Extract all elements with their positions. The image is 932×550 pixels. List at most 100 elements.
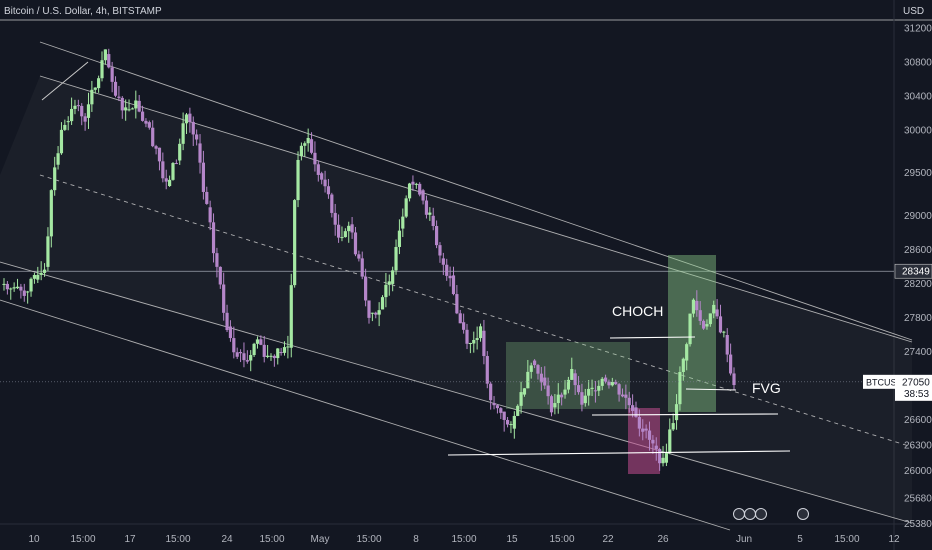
candle-body [353, 232, 358, 255]
candle-body [184, 114, 189, 124]
candle-body [279, 352, 283, 354]
channel-line-0 [39, 41, 913, 341]
candle-body [262, 344, 266, 357]
candle-body [316, 164, 320, 175]
candle-body [377, 310, 381, 315]
candle-body [137, 100, 141, 112]
time-tick-label: 15:00 [70, 534, 95, 545]
candle-body [296, 159, 300, 201]
candle-body [93, 87, 97, 90]
candle-body [343, 231, 347, 238]
candle-body [76, 105, 80, 107]
candle-body [708, 313, 712, 325]
candle-body [238, 352, 243, 354]
candle-body [421, 190, 425, 201]
currency-label[interactable]: USD [903, 6, 925, 17]
price-tick-label: 28200 [904, 279, 932, 290]
candle-body [127, 109, 131, 111]
candle-body [330, 194, 334, 213]
candle-body [489, 383, 493, 401]
channel-lines [0, 41, 913, 531]
candle-body [42, 269, 47, 273]
candle-body [593, 390, 598, 392]
candle-body [678, 371, 682, 405]
structure-line-2 [609, 336, 696, 339]
bullish-zone [668, 255, 716, 412]
price-tick-label: 26600 [904, 415, 932, 426]
candle-body [401, 216, 405, 229]
time-tick-label: 22 [602, 534, 614, 545]
candle-body [431, 215, 435, 227]
candle-body [600, 378, 604, 386]
structure-line-1 [591, 413, 779, 416]
event-icon [797, 508, 809, 520]
candle-body [407, 183, 412, 199]
candle-body [83, 116, 87, 122]
candle-body [681, 358, 685, 372]
candle-body [671, 423, 675, 430]
candle-body [563, 389, 567, 395]
candle-body [56, 153, 60, 165]
candle-body [299, 145, 304, 157]
price-axis[interactable]: 31200 30800 30400 30000 29500 29000 28600 28200… [863, 24, 932, 530]
price-tick-label: 29500 [904, 168, 932, 179]
candle-body [228, 326, 233, 339]
candle-body [144, 120, 148, 124]
candle-body [701, 320, 706, 329]
candle-body [293, 200, 297, 286]
candle-body [688, 313, 692, 345]
time-tick-label: Jun [736, 534, 752, 545]
candle-body [245, 360, 249, 362]
candle-body [641, 428, 645, 432]
candle-body [103, 49, 107, 61]
candle-body [661, 457, 665, 464]
time-tick-label: 15:00 [259, 534, 284, 545]
price-tick-label: 28600 [904, 245, 932, 256]
candle-body [289, 285, 293, 348]
candle-body [49, 190, 53, 237]
candle-body [485, 356, 489, 384]
candle-body [499, 408, 503, 413]
time-tick-label: 15:00 [165, 534, 190, 545]
candle-body [478, 326, 483, 339]
time-tick-label: May [311, 534, 330, 545]
candle-body [336, 224, 341, 238]
candle-body [130, 108, 135, 110]
candle-body [387, 281, 391, 285]
candle-body [26, 291, 30, 293]
candle-body [718, 316, 723, 333]
candle-body [59, 129, 64, 154]
candle-body [29, 278, 33, 292]
candle-body [404, 198, 408, 217]
time-tick-label: 5 [797, 534, 803, 545]
time-tick-label: 10 [28, 534, 40, 545]
candle-body [347, 225, 351, 232]
candle-body [80, 105, 84, 117]
current-price-box [895, 374, 932, 401]
candle-body [39, 272, 43, 275]
annotation-fvg: FVG [752, 380, 781, 396]
candle-body [445, 264, 449, 276]
candle-body [573, 373, 577, 386]
candle-body [583, 395, 587, 404]
candle-body [397, 230, 402, 247]
candle-body [374, 312, 378, 315]
candle-body [164, 178, 168, 182]
candle-body [19, 286, 23, 291]
candle-body [455, 294, 459, 314]
candle-body [695, 300, 699, 311]
candle-body [168, 179, 172, 187]
candle-body [597, 385, 601, 391]
candle-body [340, 237, 344, 239]
candle-body [546, 385, 550, 397]
bearish-zone [628, 408, 660, 474]
symbol-box [863, 374, 895, 389]
candle-body [147, 122, 151, 128]
candle-body [306, 137, 310, 144]
candle-body [198, 143, 202, 163]
time-axis[interactable]: 10 15:00 17 15:00 24 15:00 May 15:00 8 15:00 15 15:… [28, 534, 900, 545]
candle-body [255, 339, 260, 344]
candle-body [732, 373, 736, 386]
candle-body [73, 105, 77, 109]
